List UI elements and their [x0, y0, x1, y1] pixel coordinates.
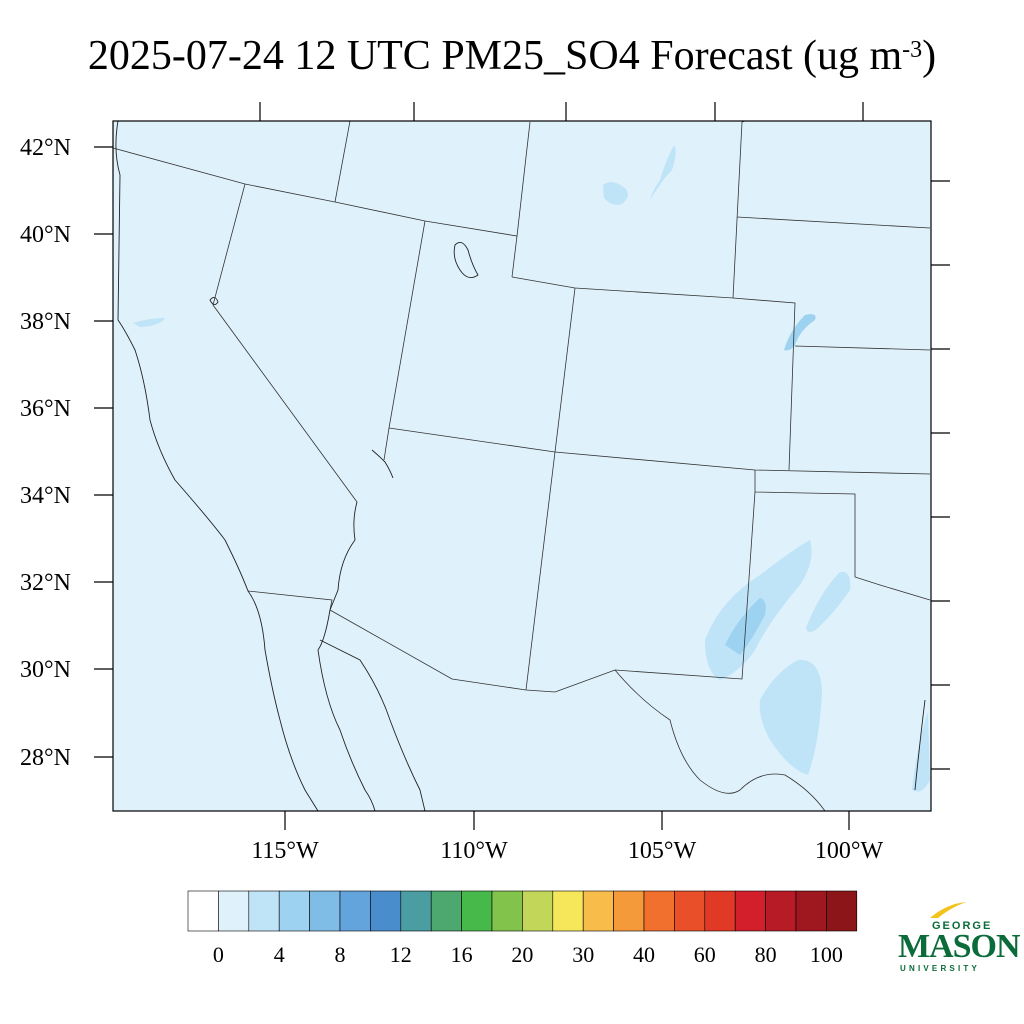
colorbar-label: 40 — [633, 942, 655, 967]
lat-label: 36°N — [20, 396, 71, 422]
so4-features — [133, 145, 930, 792]
colorbar-swatch — [704, 890, 736, 932]
colorbar-label: 8 — [335, 942, 346, 967]
tick-marks — [94, 102, 950, 830]
colorbar-label: 80 — [755, 942, 777, 967]
colorbar-swatch — [552, 890, 584, 932]
colorbar-swatch — [430, 890, 462, 932]
lat-label: 32°N — [20, 570, 71, 596]
colorbar-label: 30 — [572, 942, 594, 967]
border-nm-tx — [554, 491, 756, 693]
colorbar-swatch — [491, 890, 523, 932]
title-text: 2025-07-24 12 UTC PM25_SO4 Forecast (ug … — [87, 33, 903, 79]
lake-tahoe — [209, 297, 219, 305]
lat-label: 40°N — [20, 222, 71, 248]
colorbar-swatch — [218, 890, 250, 932]
border-ca-nv — [212, 183, 358, 503]
baja-east — [319, 639, 426, 812]
feature-colorado-ks — [784, 314, 816, 351]
colorbar-swatch — [248, 890, 280, 932]
logo-george: GEORGE — [932, 920, 993, 932]
lat-label: 34°N — [20, 483, 71, 509]
state-boundaries — [112, 120, 931, 812]
gulf-california — [317, 501, 376, 812]
lat-label: 28°N — [20, 745, 71, 771]
colorbar-swatch — [339, 890, 371, 932]
colorbar-swatch — [461, 890, 493, 932]
colorbar-swatch — [613, 890, 645, 932]
border-co-ne-ks — [732, 297, 796, 471]
lon-label: 100°W — [815, 838, 884, 864]
feature-texas-south — [759, 659, 822, 775]
colorbar-label: 12 — [390, 942, 412, 967]
title-superscript: -3 — [902, 37, 923, 63]
lon-label: 105°W — [628, 838, 697, 864]
lat-label: 42°N — [20, 135, 71, 161]
lon-label: 115°W — [251, 838, 319, 864]
colorbar-label: 16 — [451, 942, 473, 967]
map-frame — [112, 120, 932, 812]
colorbar-swatch — [795, 890, 827, 932]
border-ks-ok — [794, 345, 931, 351]
colorbar-swatch — [826, 890, 858, 932]
border-or-ca-nv-id — [112, 121, 531, 237]
colorbar-swatch — [643, 890, 675, 932]
lat-label: 30°N — [20, 657, 71, 683]
feature-wyoming-2 — [650, 145, 676, 200]
colorbar-label: 0 — [213, 942, 224, 967]
colorbar-swatch — [765, 890, 797, 932]
colorbar-swatch — [522, 890, 554, 932]
map-title: 2025-07-24 12 UTC PM25_SO4 Forecast (ug … — [0, 28, 1024, 84]
colorbar-label: 60 — [694, 942, 716, 967]
colorbar: 0 4 8 12 16 20 30 40 60 80 100 — [187, 890, 858, 967]
border-id-mt-wy — [334, 120, 351, 203]
colorbar-swatch — [400, 890, 432, 932]
colorbar-label: 20 — [511, 942, 533, 967]
colorbar-swatch — [734, 890, 766, 932]
colorbar-swatch — [278, 890, 310, 932]
feature-wyoming — [603, 182, 628, 205]
title-close: ) — [922, 33, 937, 79]
logo-swoosh-icon — [930, 902, 966, 918]
feature-california — [133, 318, 165, 327]
colorbar-swatch — [582, 890, 614, 932]
gulf-mexico — [914, 699, 926, 791]
border-tx-mexico — [614, 669, 826, 812]
border-wy-south — [511, 235, 518, 278]
border-ok-tx — [754, 470, 931, 601]
colorbar-swatch — [187, 890, 219, 932]
logo-mason: MASON — [898, 928, 1021, 965]
pacific-coast — [115, 120, 319, 812]
border-us-mexico — [247, 590, 556, 693]
colorbar-swatch — [370, 890, 402, 932]
colorbar-label: 4 — [274, 942, 285, 967]
lat-label: 38°N — [20, 309, 71, 335]
colorbar-swatch — [309, 890, 341, 932]
lake-mead — [371, 449, 394, 479]
colorbar-swatch — [674, 890, 706, 932]
coastline — [115, 120, 926, 812]
border-4c-line — [388, 427, 931, 475]
border-wy — [511, 121, 743, 299]
logo-university: UNIVERSITY — [900, 964, 981, 973]
feature-texas-east — [806, 571, 851, 632]
lake-salt — [453, 241, 479, 279]
latitude-labels: 42°N 40°N 38°N 36°N 34°N 32°N 30°N 28°N — [20, 135, 71, 771]
colorbar-label: 100 — [810, 942, 843, 967]
longitude-labels: 115°W 110°W 105°W 100°W — [251, 838, 883, 864]
lon-label: 110°W — [440, 838, 508, 864]
